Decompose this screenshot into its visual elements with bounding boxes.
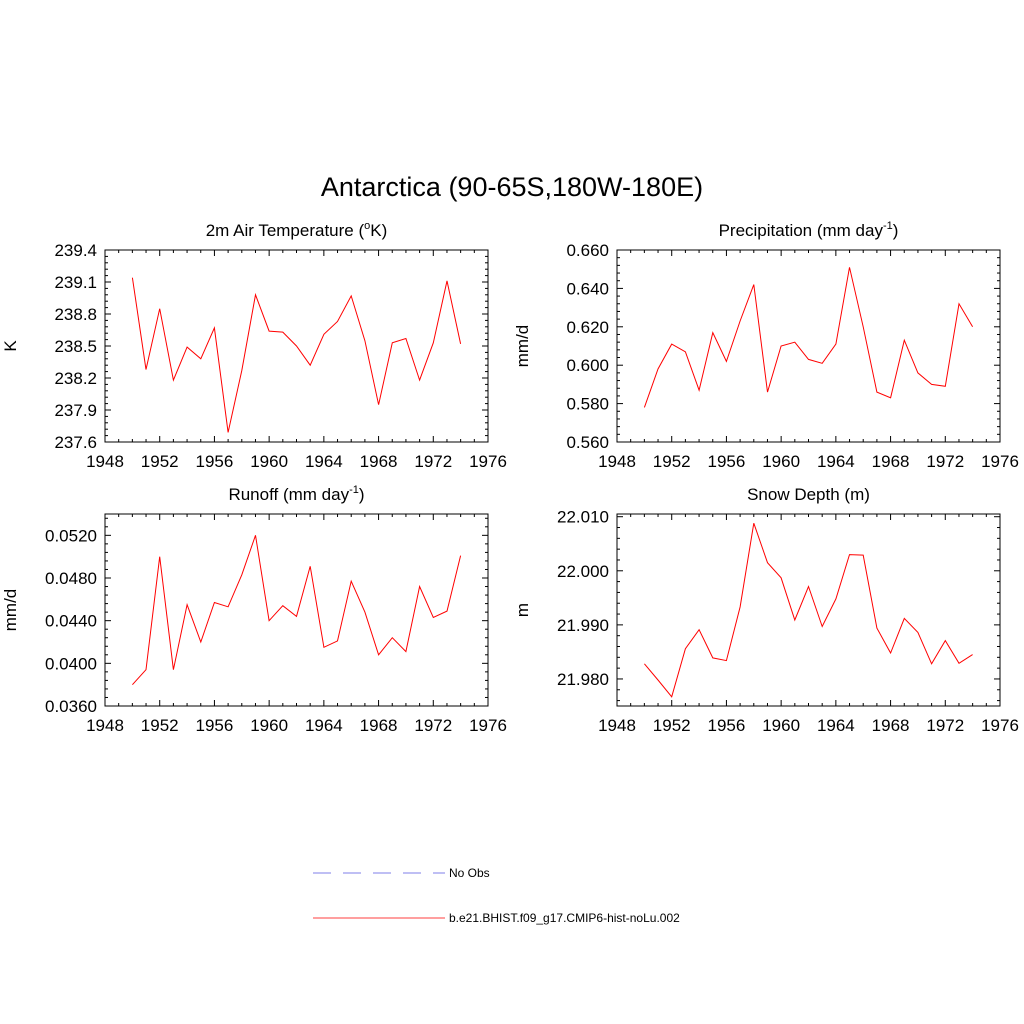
x-tick-label: 1956 bbox=[196, 716, 234, 735]
x-tick-label: 1968 bbox=[872, 452, 910, 471]
y-tick-label: 0.600 bbox=[566, 356, 609, 375]
chart-panels: 2m Air Temperature (oK) K 1948 1952 1956 1960… bbox=[1, 220, 1019, 735]
series-line bbox=[132, 535, 462, 686]
x-tick-label: 1960 bbox=[762, 452, 800, 471]
x-tick-label: 1972 bbox=[926, 452, 964, 471]
x-tick-label: 1948 bbox=[598, 716, 636, 735]
x-tick-label: 1952 bbox=[141, 716, 179, 735]
panel-title-main: Snow Depth (m) bbox=[747, 485, 870, 504]
x-tick-label: 1960 bbox=[762, 716, 800, 735]
legend-label-no-obs: No Obs bbox=[449, 866, 490, 880]
y-tick-label: 22.010 bbox=[557, 508, 609, 527]
x-tick-label: 1968 bbox=[360, 716, 398, 735]
series-line bbox=[131, 277, 462, 433]
x-tick-label: 1956 bbox=[708, 452, 746, 471]
x-tick-label: 1948 bbox=[86, 452, 124, 471]
x-tick-label: 1968 bbox=[872, 716, 910, 735]
legend-entry-no-obs: No Obs bbox=[313, 866, 490, 880]
x-tick-label: 1948 bbox=[86, 716, 124, 735]
x-tick-label: 1964 bbox=[305, 716, 343, 735]
y-tick-label: 239.4 bbox=[54, 241, 97, 260]
x-tick-label: 1956 bbox=[196, 452, 234, 471]
x-tick-label: 1976 bbox=[981, 452, 1019, 471]
y-tick-label: 0.620 bbox=[566, 318, 609, 337]
y-axis-label: K bbox=[1, 340, 20, 352]
x-tick-label: 1964 bbox=[817, 452, 855, 471]
panel-title-superscript: -1 bbox=[883, 220, 893, 232]
panel-1: Precipitation (mm day-1) mm/d 1948 1952 1956… bbox=[513, 220, 1019, 471]
x-tick-label: 1960 bbox=[250, 452, 288, 471]
panel-0: 2m Air Temperature (oK) K 1948 1952 1956 1960… bbox=[1, 220, 507, 471]
y-axis-label: mm/d bbox=[513, 325, 532, 368]
panel-title-superscript: o bbox=[364, 220, 370, 232]
y-tick-label: 22.000 bbox=[557, 562, 609, 581]
panel-2: Runoff (mm day-1) mm/d 1948 1952 1956 1960 196… bbox=[1, 484, 507, 735]
y-tick-label: 237.6 bbox=[54, 433, 97, 452]
y-tick-label: 21.990 bbox=[557, 616, 609, 635]
x-tick-label: 1972 bbox=[414, 716, 452, 735]
x-tick-label: 1964 bbox=[817, 716, 855, 735]
y-tick-label: 238.8 bbox=[54, 305, 97, 324]
page-title: Antarctica (90-65S,180W-180E) bbox=[321, 172, 703, 202]
panel-title-end: K) bbox=[370, 221, 387, 240]
y-axis-label: mm/d bbox=[1, 589, 20, 632]
x-tick-label: 1964 bbox=[305, 452, 343, 471]
x-tick-label: 1952 bbox=[653, 716, 691, 735]
y-tick-label: 0.640 bbox=[566, 279, 609, 298]
x-tick-label: 1952 bbox=[141, 452, 179, 471]
x-tick-label: 1952 bbox=[653, 452, 691, 471]
series-line bbox=[643, 267, 974, 408]
x-tick-label: 1960 bbox=[250, 716, 288, 735]
panel-title: Runoff (mm day-1) bbox=[228, 484, 364, 504]
y-tick-label: 0.660 bbox=[566, 241, 609, 260]
panel-title: 2m Air Temperature (oK) bbox=[206, 220, 388, 240]
x-tick-label: 1972 bbox=[926, 716, 964, 735]
panel-title-main: Runoff (mm day bbox=[228, 485, 349, 504]
y-tick-label: 0.0360 bbox=[45, 697, 97, 716]
panel-title-end: ) bbox=[359, 485, 365, 504]
series-line bbox=[644, 523, 973, 698]
y-axis-label: m bbox=[513, 603, 532, 617]
legend-entry-model: b.e21.BHIST.f09_g17.CMIP6-hist-noLu.002 bbox=[313, 911, 680, 925]
x-tick-label: 1956 bbox=[708, 716, 746, 735]
y-tick-label: 21.980 bbox=[557, 670, 609, 689]
y-tick-label: 238.2 bbox=[54, 369, 97, 388]
x-tick-label: 1976 bbox=[469, 716, 507, 735]
x-tick-label: 1976 bbox=[469, 452, 507, 471]
y-tick-label: 238.5 bbox=[54, 337, 97, 356]
y-tick-label: 0.580 bbox=[566, 395, 609, 414]
panel-title: Precipitation (mm day-1) bbox=[719, 220, 899, 240]
x-tick-label: 1972 bbox=[414, 452, 452, 471]
panel-title-main: 2m Air Temperature ( bbox=[206, 221, 365, 240]
x-tick-label: 1948 bbox=[598, 452, 636, 471]
y-tick-label: 237.9 bbox=[54, 401, 97, 420]
plot-frame bbox=[104, 513, 489, 707]
panel-3: Snow Depth (m) m 1948 1952 1956 1960 1964 1968 1… bbox=[513, 485, 1019, 735]
x-tick-label: 1976 bbox=[981, 716, 1019, 735]
x-tick-label: 1968 bbox=[360, 452, 398, 471]
y-tick-label: 0.0520 bbox=[45, 526, 97, 545]
panel-title-main: Precipitation (mm day bbox=[719, 221, 884, 240]
plot-frame bbox=[616, 513, 1001, 707]
legend-label-model: b.e21.BHIST.f09_g17.CMIP6-hist-noLu.002 bbox=[449, 911, 680, 925]
panel-title: Snow Depth (m) bbox=[747, 485, 870, 504]
y-tick-label: 0.560 bbox=[566, 433, 609, 452]
legend: No Obs b.e21.BHIST.f09_g17.CMIP6-hist-no… bbox=[313, 866, 680, 925]
panel-title-end: ) bbox=[893, 221, 899, 240]
y-tick-label: 0.0480 bbox=[45, 569, 97, 588]
y-tick-label: 0.0400 bbox=[45, 654, 97, 673]
panel-title-superscript: -1 bbox=[349, 484, 359, 496]
y-tick-label: 239.1 bbox=[54, 273, 97, 292]
y-tick-label: 0.0440 bbox=[45, 612, 97, 631]
